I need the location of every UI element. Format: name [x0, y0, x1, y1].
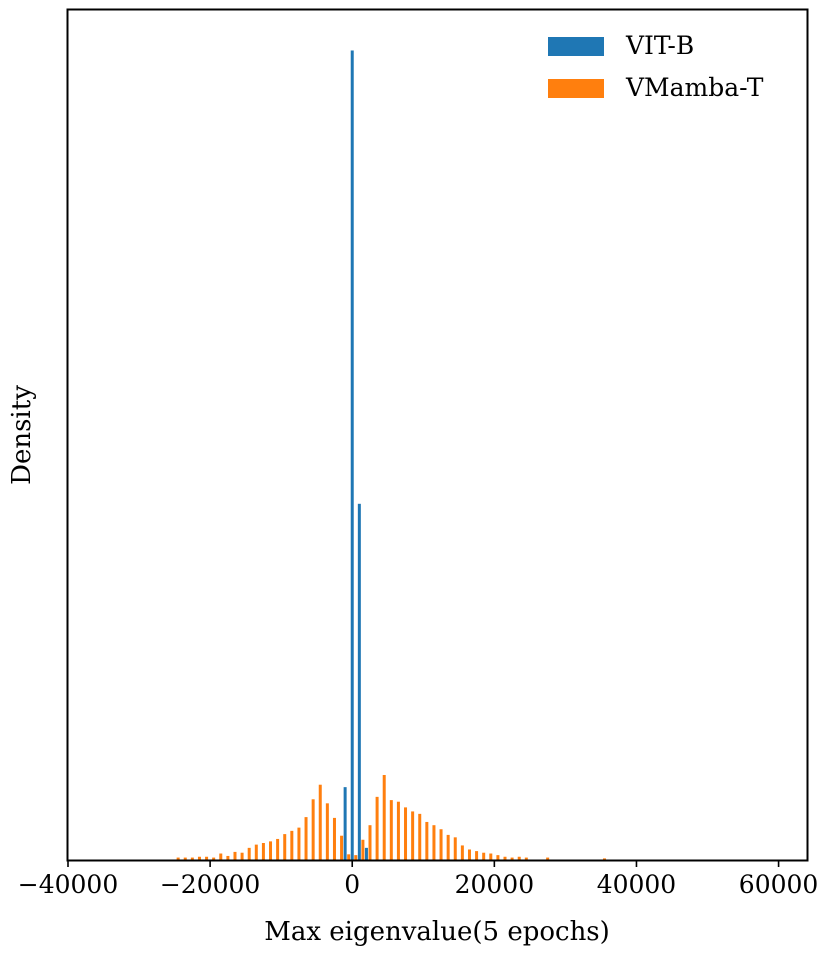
bar-vmamba-t — [411, 811, 415, 860]
bar-vmamba-t — [190, 857, 194, 860]
bar-vmamba-t — [254, 844, 258, 860]
bars-group — [176, 50, 606, 861]
x-tick-label: 60000 — [739, 870, 819, 899]
x-tick-label: 20000 — [455, 870, 535, 899]
bar-vmamba-t — [425, 821, 429, 860]
bar-vmamba-t — [205, 856, 209, 860]
bar-vit-b — [343, 787, 347, 860]
bar-vmamba-t — [290, 830, 294, 860]
legend: VIT-B VMamba-T — [548, 31, 764, 102]
bar-vmamba-t — [269, 841, 273, 860]
y-axis-label: Density — [7, 385, 37, 485]
bar-vit-b — [357, 503, 361, 860]
bar-vmamba-t — [347, 854, 351, 860]
bar-vmamba-t — [467, 849, 471, 860]
bar-vmamba-t — [389, 800, 393, 860]
bar-vmamba-t — [226, 855, 230, 860]
bar-vmamba-t — [219, 853, 223, 860]
bar-vmamba-t — [183, 857, 187, 860]
bar-vmamba-t — [368, 825, 372, 860]
bar-vmamba-t — [240, 852, 244, 860]
bar-vmamba-t — [332, 817, 336, 860]
bar-vmamba-t — [510, 857, 514, 860]
bar-vmamba-t — [304, 817, 308, 860]
x-axis-ticks: −40000 −20000 0 20000 40000 60000 — [18, 860, 819, 899]
bar-vmamba-t — [247, 847, 251, 860]
bar-vmamba-t — [311, 799, 315, 860]
bar-vmamba-t — [453, 837, 457, 860]
bar-vmamba-t — [197, 856, 201, 860]
bar-vmamba-t — [297, 827, 301, 860]
bar-vit-b — [350, 50, 354, 861]
bar-vmamba-t — [404, 807, 408, 860]
bar-vmamba-t — [496, 855, 500, 860]
x-axis-label: Max eigenvalue(5 epochs) — [264, 917, 610, 947]
plot-frame — [66, 8, 809, 862]
legend-swatch-vit-b — [548, 37, 604, 56]
bar-vmamba-t — [460, 845, 464, 860]
bar-vmamba-t — [233, 851, 237, 860]
bar-vmamba-t — [446, 834, 450, 860]
bar-vmamba-t — [475, 851, 479, 860]
bar-vmamba-t — [354, 855, 358, 860]
legend-label-vmamba-t: VMamba-T — [625, 73, 764, 102]
bar-vmamba-t — [439, 829, 443, 860]
x-tick-label: 0 — [344, 870, 360, 899]
bar-vmamba-t — [546, 857, 550, 860]
bar-vmamba-t — [489, 853, 493, 860]
bar-vmamba-t — [212, 857, 216, 860]
x-tick-label: 40000 — [597, 870, 677, 899]
bar-vmamba-t — [176, 857, 180, 860]
bar-vmamba-t — [602, 858, 606, 860]
bar-vmamba-t — [361, 839, 365, 860]
bar-vmamba-t — [261, 843, 265, 860]
bar-vmamba-t — [482, 852, 486, 860]
bar-vmamba-t — [318, 784, 322, 860]
bar-vmamba-t — [382, 775, 386, 860]
bar-vmamba-t — [396, 801, 400, 860]
bar-vmamba-t — [503, 856, 507, 860]
legend-label-vit-b: VIT-B — [625, 31, 694, 60]
x-tick-label: −20000 — [160, 870, 260, 899]
bar-vmamba-t — [418, 813, 422, 860]
bar-vmamba-t — [276, 838, 280, 860]
x-tick-label: −40000 — [18, 870, 118, 899]
bar-vmamba-t — [375, 796, 379, 860]
bar-vit-b — [364, 847, 368, 860]
bar-vmamba-t — [524, 857, 528, 860]
bar-vmamba-t — [340, 835, 344, 860]
bar-vmamba-t — [325, 803, 329, 860]
bar-vmamba-t — [283, 834, 287, 860]
bar-vmamba-t — [517, 856, 521, 860]
bar-vmamba-t — [432, 825, 436, 860]
legend-swatch-vmamba-t — [548, 79, 604, 98]
